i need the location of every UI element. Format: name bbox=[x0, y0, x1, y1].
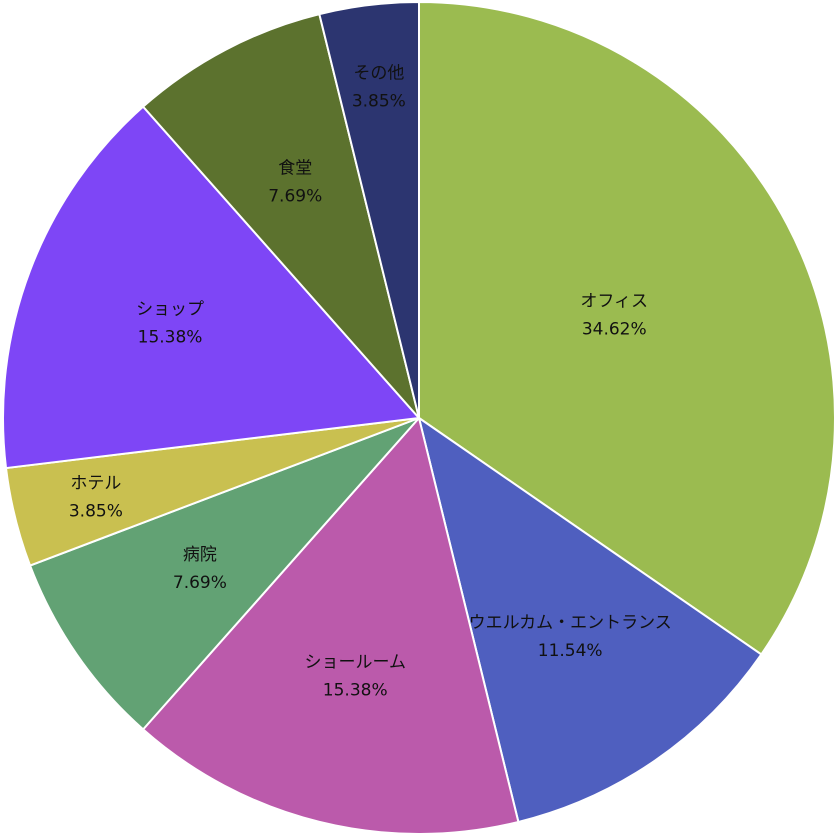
slice-label: ショールーム bbox=[304, 652, 406, 672]
pie-slice bbox=[28, 417, 420, 731]
slice-label: ウエルカム・エントランス bbox=[469, 613, 672, 633]
value-label: 15.38% bbox=[323, 680, 388, 700]
slice-label: その他 bbox=[353, 64, 404, 84]
value-label: 15.38% bbox=[138, 328, 203, 348]
value-label: 11.54% bbox=[538, 641, 603, 661]
pie-slice bbox=[417, 415, 763, 824]
pie-slice bbox=[141, 415, 520, 835]
slice-label: ショップ bbox=[136, 300, 204, 320]
pie-slice bbox=[2, 105, 422, 470]
value-label: 34.62% bbox=[582, 320, 647, 340]
value-label: 7.69% bbox=[268, 186, 322, 206]
slice-label: 病院 bbox=[183, 545, 217, 565]
pie-slice bbox=[418, 0, 836, 656]
slice-label: 食堂 bbox=[278, 158, 312, 178]
value-label: 3.85% bbox=[352, 92, 406, 112]
pie-slice bbox=[318, 0, 420, 419]
value-label: 3.85% bbox=[69, 502, 123, 522]
pie-slice bbox=[141, 12, 420, 419]
value-label: 7.69% bbox=[173, 573, 227, 593]
slice-label: オフィス bbox=[580, 292, 648, 312]
slice-label: ホテル bbox=[70, 474, 121, 494]
